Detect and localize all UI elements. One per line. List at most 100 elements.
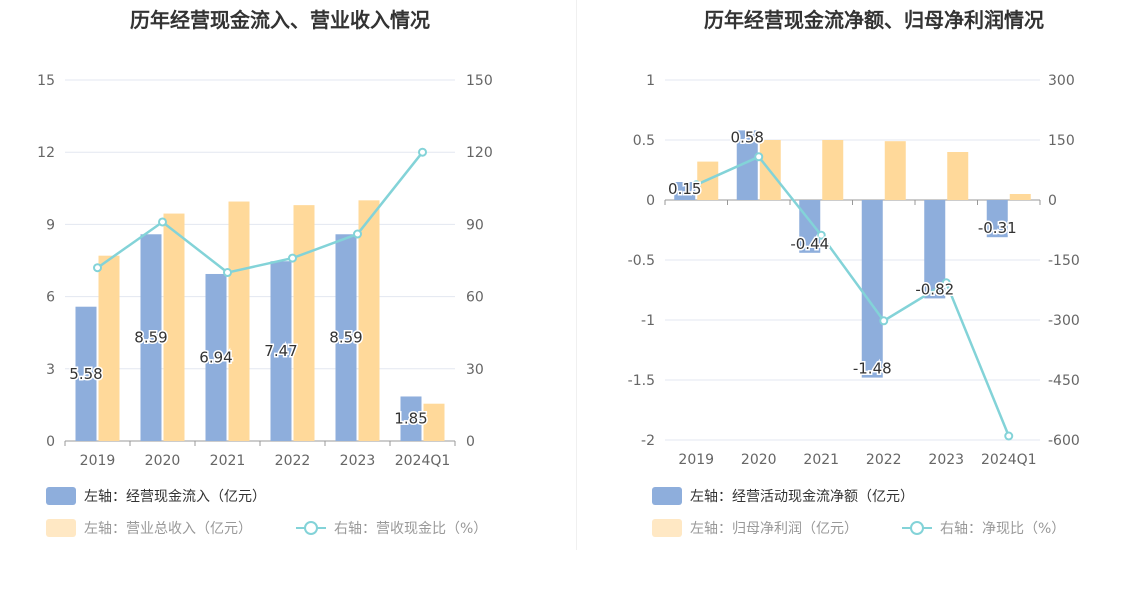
legend-swatch bbox=[46, 487, 76, 505]
line-point bbox=[223, 268, 232, 278]
legend-item-revenue[interactable]: 左轴：营业总收入（亿元） bbox=[46, 518, 252, 538]
legend-label: 左轴：经营现金流入（亿元） bbox=[84, 489, 266, 505]
x-tick-label: 2021 bbox=[210, 453, 246, 469]
data-label: 5.58 bbox=[69, 365, 102, 383]
series-line bbox=[96, 151, 424, 274]
chart-title: 历年经营现金流入、营业收入情况 bbox=[130, 8, 430, 32]
y-right-tick-label: 60 bbox=[466, 290, 484, 306]
bar bbox=[674, 182, 696, 200]
y-right-tick-label: 150 bbox=[466, 73, 493, 89]
y-left-tick-label: 15 bbox=[37, 73, 55, 89]
line-point bbox=[93, 263, 102, 273]
data-label: 7.47 bbox=[264, 342, 297, 360]
y-left-tick-label: 0 bbox=[46, 434, 55, 450]
bar bbox=[736, 130, 758, 200]
y-right-tick-label: -600 bbox=[1048, 433, 1080, 449]
legend-label: 左轴：经营活动现金流净额（亿元） bbox=[690, 489, 914, 505]
line-point bbox=[879, 316, 889, 326]
chart-panel-right: 历年经营现金流净额、归母净利润情况 1 300 0.5 150 0 0 -0.5 -150 -1… bbox=[574, 0, 1148, 589]
legend-swatch bbox=[652, 487, 682, 505]
legend-label: 左轴：营业总收入（亿元） bbox=[84, 521, 252, 537]
legend-swatch bbox=[46, 519, 76, 537]
bar bbox=[884, 141, 906, 200]
legend-swatch bbox=[652, 519, 682, 537]
y-right-tick-label: -450 bbox=[1048, 373, 1080, 389]
y-right-tick-label: -150 bbox=[1048, 253, 1080, 269]
x-tick-label: 2019 bbox=[678, 452, 714, 468]
chart-svg-right: 1 300 0.5 150 0 0 -0.5 -150 -1 -300 -1.5 -450 -2 -600… bbox=[628, 73, 1080, 468]
legend-item-net-cashflow[interactable]: 左轴：经营活动现金流净额（亿元） bbox=[652, 486, 914, 506]
x-tick-label: 2022 bbox=[866, 452, 902, 468]
y-left-tick-label: 0.5 bbox=[633, 133, 655, 149]
y-left-tick-label: 9 bbox=[46, 217, 55, 233]
chart-svg-left: 15 150 12 120 9 90 6 60 3 30 0 0 2019 2020 2021 2022 202… bbox=[37, 73, 493, 469]
line-point bbox=[816, 230, 826, 240]
y-left-tick-label: -1.5 bbox=[628, 373, 655, 389]
x-tick-label: 2024Q1 bbox=[395, 453, 451, 469]
bar bbox=[270, 261, 292, 441]
line-point bbox=[691, 180, 701, 190]
legend-line-icon bbox=[296, 519, 326, 537]
x-tick-label: 2019 bbox=[80, 453, 116, 469]
bar bbox=[228, 201, 250, 441]
y-right-tick-label: 0 bbox=[1048, 193, 1057, 209]
data-label: 0.15 bbox=[668, 180, 701, 198]
legend-line-icon bbox=[902, 519, 932, 537]
legend-label: 右轴：净现比（%） bbox=[940, 521, 1066, 537]
panel-divider bbox=[576, 0, 577, 550]
bar bbox=[861, 200, 883, 378]
data-label: 1.85 bbox=[394, 410, 427, 428]
legend-item-net-profit[interactable]: 左轴：归母净利润（亿元） bbox=[652, 518, 858, 538]
line-point bbox=[418, 147, 427, 157]
bar bbox=[1009, 194, 1031, 200]
line-point bbox=[1004, 431, 1014, 441]
line-point bbox=[754, 152, 764, 162]
y-right-tick-label: 90 bbox=[466, 217, 484, 233]
y-right-tick-label: 150 bbox=[1048, 133, 1075, 149]
bar bbox=[98, 255, 120, 441]
x-tick-label: 2020 bbox=[741, 452, 777, 468]
x-tick-label: 2020 bbox=[145, 453, 181, 469]
y-left-tick-label: -1 bbox=[641, 313, 655, 329]
y-right-tick-label: 0 bbox=[466, 434, 475, 450]
y-left-tick-label: -2 bbox=[641, 433, 655, 449]
bar bbox=[205, 273, 227, 441]
legend-label: 左轴：归母净利润（亿元） bbox=[690, 521, 858, 537]
data-label: -1.48 bbox=[853, 360, 892, 378]
x-tick-label: 2023 bbox=[340, 453, 376, 469]
line-point bbox=[353, 229, 362, 239]
y-left-tick-label: 0 bbox=[646, 193, 655, 209]
line-point bbox=[288, 253, 297, 263]
data-label: -0.82 bbox=[915, 280, 954, 298]
y-right-tick-label: 300 bbox=[1048, 73, 1075, 89]
data-label: 0.58 bbox=[731, 128, 764, 146]
y-left-tick-label: 1 bbox=[646, 73, 655, 89]
x-tick-label: 2022 bbox=[275, 453, 311, 469]
y-left-tick-label: -0.5 bbox=[628, 253, 655, 269]
data-label: 8.59 bbox=[329, 329, 362, 347]
legend-item-cash-inflow[interactable]: 左轴：经营现金流入（亿元） bbox=[46, 486, 266, 506]
y-left-tick-label: 6 bbox=[46, 290, 55, 306]
y-left-tick-label: 12 bbox=[37, 145, 55, 161]
line-point bbox=[941, 278, 951, 288]
legend-item-cash-ratio[interactable]: 右轴：净现比（%） bbox=[902, 518, 1065, 538]
data-label: 8.59 bbox=[134, 329, 167, 347]
bar bbox=[924, 200, 946, 299]
bar bbox=[163, 213, 185, 441]
bar bbox=[947, 152, 969, 200]
data-label: 6.94 bbox=[199, 348, 232, 366]
chart-panel-left: 历年经营现金流入、营业收入情况 15 150 12 120 9 90 6 60 3 30 0 0 201… bbox=[37, 8, 493, 538]
bar bbox=[986, 200, 1008, 238]
bar bbox=[358, 200, 380, 441]
y-left-tick-label: 3 bbox=[46, 362, 55, 378]
y-right-tick-label: 30 bbox=[466, 362, 484, 378]
chart-title: 历年经营现金流净额、归母净利润情况 bbox=[704, 8, 1044, 32]
bar bbox=[75, 306, 97, 441]
bar bbox=[293, 205, 315, 441]
series-line bbox=[695, 155, 1010, 437]
x-tick-label: 2023 bbox=[928, 452, 964, 468]
bar bbox=[400, 396, 422, 441]
legend-item-ratio[interactable]: 右轴：营收现金比（%） bbox=[296, 518, 487, 538]
x-tick-label: 2024Q1 bbox=[981, 452, 1037, 468]
y-right-tick-label: -300 bbox=[1048, 313, 1080, 329]
